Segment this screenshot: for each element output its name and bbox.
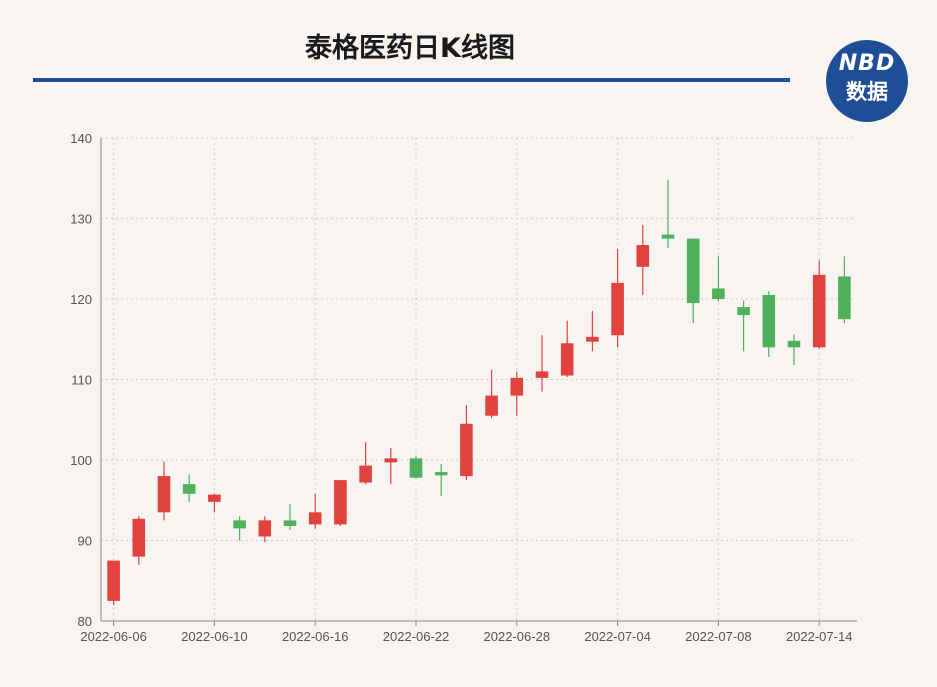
x-tick-label: 2022-07-04 [584,629,651,644]
candle-body [485,395,498,416]
candle [283,504,297,531]
candle-body [611,282,624,336]
candle-body [838,276,851,320]
logo-text-bottom: 数据 [846,80,888,104]
candle-body [359,465,372,483]
candle-body [107,560,120,601]
candle-body [233,520,246,529]
x-tick-label: 2022-07-14 [786,629,853,644]
candle-body [132,518,146,557]
candle-body [182,484,196,494]
candle [157,461,171,521]
candle [686,238,700,324]
candle [258,516,272,543]
candle [308,493,322,529]
candle-body [334,480,347,525]
candle-body [762,294,776,348]
candles [107,179,851,605]
candle [712,256,725,302]
candle-body [686,238,700,304]
candle-body [712,288,725,299]
candle [409,455,423,478]
logo-text-top: NBD [838,51,896,76]
candle [182,474,196,502]
candle-body [384,458,398,463]
candle [762,290,776,357]
candle [510,371,524,416]
candle-body [636,245,650,267]
candle [359,442,372,485]
candle-body [535,371,549,378]
candle [661,179,675,249]
candle [586,311,599,352]
candle-body [737,307,750,316]
tick-labels: 80 90 100 110 120 130 140 2022-06-06 2022-06-10 2… [70,131,852,644]
y-tick-label: 110 [71,373,92,388]
candle [233,516,246,541]
candle [132,516,146,565]
nbd-logo: NBD 数据 [826,40,908,122]
candle [434,464,448,497]
y-tick-label: 90 [78,534,92,549]
candle [485,369,498,419]
y-tick-label: 120 [70,292,92,307]
chart-title: 泰格医药日K线图 [305,33,515,64]
candle [334,480,347,527]
candle [107,560,120,605]
candle-body [510,377,524,396]
candle-body [560,343,574,376]
candle [560,320,574,378]
candle-body [157,476,171,513]
x-tick-label: 2022-07-08 [685,629,752,644]
y-tick-label: 130 [70,212,92,227]
x-tick-label: 2022-06-16 [282,629,349,644]
candle [384,447,398,485]
candle-body [661,234,675,239]
candle-body [258,520,272,537]
y-tick-label: 140 [70,131,92,146]
title-underline [33,78,790,82]
candle [787,334,801,366]
candle-body [208,494,221,502]
candle [737,300,750,352]
candle-body [308,512,322,525]
y-tick-label: 100 [70,453,92,468]
candle-body [409,458,423,478]
candle-body [787,340,801,348]
candle-body [434,472,448,476]
x-tick-label: 2022-06-28 [484,629,551,644]
x-tick-label: 2022-06-10 [181,629,248,644]
candle-body [283,520,297,527]
y-tick-label: 80 [78,614,92,629]
candle-body [460,423,473,477]
x-tick-label: 2022-06-22 [383,629,450,644]
candle [812,260,826,349]
axes [100,138,857,626]
candle-body [812,274,826,348]
candle [208,493,221,513]
candle [535,335,549,392]
candle [460,405,473,481]
candle-body [586,336,599,342]
candle [838,256,851,324]
x-tick-label: 2022-06-06 [80,629,147,644]
candle [636,224,650,295]
grid-lines [101,137,857,621]
candle [611,249,624,348]
